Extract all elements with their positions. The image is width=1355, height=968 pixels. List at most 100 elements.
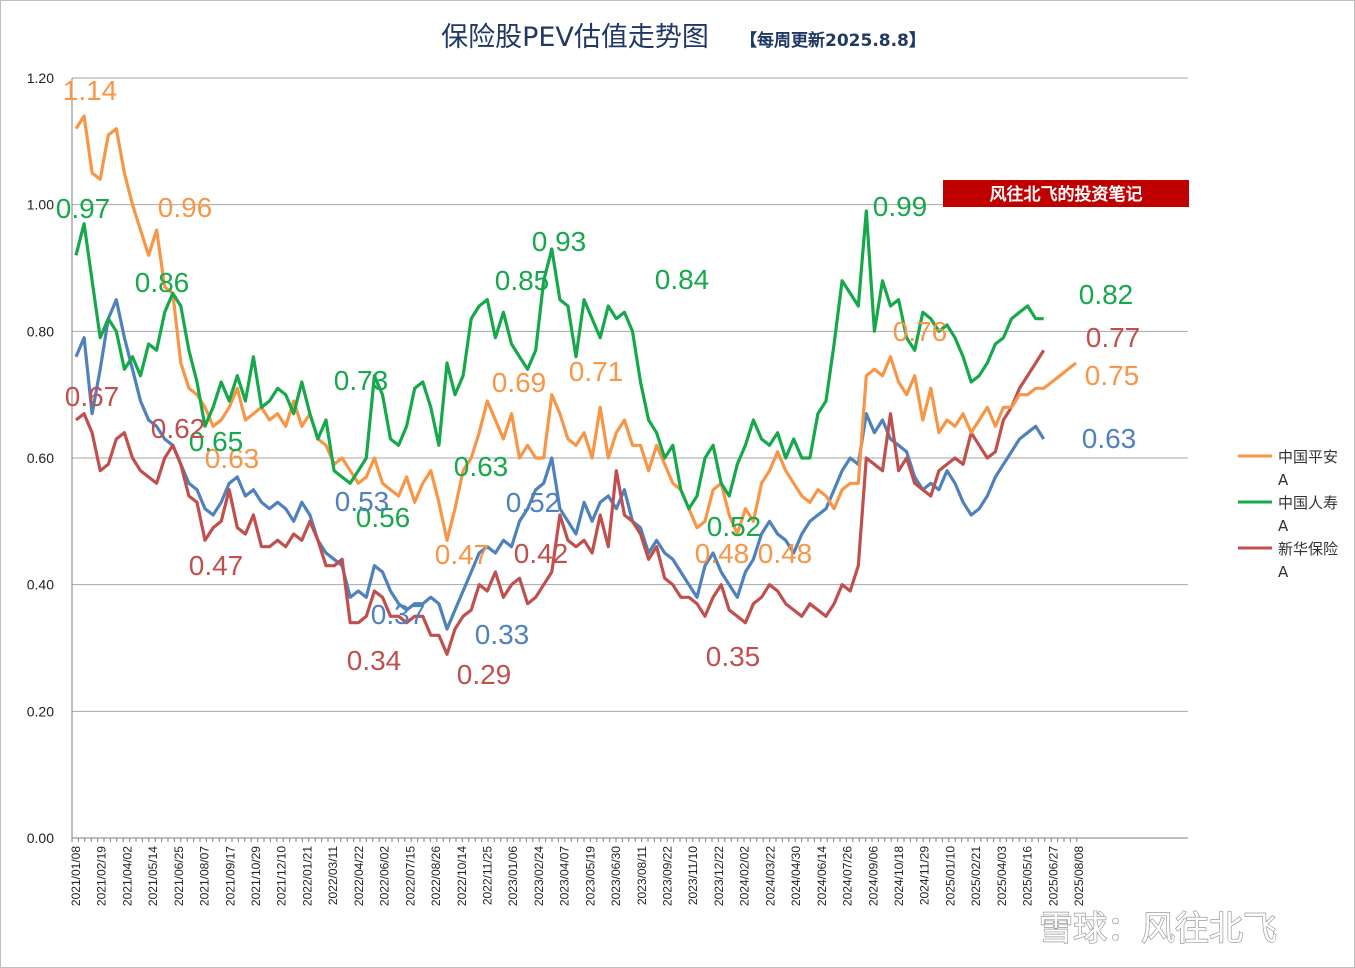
x-tick-label: 2023/06/30 [609, 846, 623, 906]
x-tick-label: 2023/12/22 [712, 846, 726, 906]
x-tick-label: 2022/10/14 [455, 846, 469, 906]
data-label: 0.75 [1085, 360, 1140, 391]
banner-background [943, 180, 1189, 207]
data-label: 0.62 [151, 413, 206, 444]
data-label: 0.29 [457, 659, 512, 690]
x-tick-label: 2023/11/10 [686, 846, 700, 905]
x-tick-label: 2024/11/29 [918, 846, 932, 905]
x-tick-label: 2022/04/22 [352, 846, 366, 906]
legend-label: 中国人寿 [1278, 494, 1338, 512]
x-tick-label: 2021/08/07 [198, 846, 212, 906]
series-line [74, 114, 1077, 542]
data-label: 0.84 [655, 264, 710, 295]
data-label: 0.63 [205, 443, 260, 474]
data-label: 0.77 [1086, 322, 1141, 353]
data-label: 0.67 [65, 381, 120, 412]
data-label: 0.82 [1079, 279, 1134, 310]
data-label: 0.47 [189, 550, 244, 581]
data-label: 0.65 [189, 426, 244, 457]
series-line [74, 209, 1044, 511]
data-label: 0.37 [371, 599, 426, 630]
x-tick-label: 2021/09/17 [223, 846, 237, 906]
series-line [75, 349, 1046, 656]
x-tick-label: 2023/01/06 [506, 846, 520, 906]
y-tick-label: 0.20 [27, 703, 54, 719]
data-label: 0.52 [707, 511, 762, 542]
data-label: 0.69 [492, 367, 547, 398]
x-tick-label: 2022/06/02 [378, 846, 392, 906]
x-tick-label: 2024/07/26 [841, 846, 855, 906]
y-tick-label: 0.80 [27, 323, 54, 339]
x-tick-label: 2021/05/14 [146, 846, 160, 906]
x-tick-label: 2022/11/25 [480, 846, 494, 905]
x-tick-label: 2023/02/24 [532, 846, 546, 906]
x-tick-label: 2024/02/02 [738, 846, 752, 906]
chart-title: 保险股PEV估值走势图 [441, 22, 709, 53]
y-tick-label: 0.40 [27, 577, 54, 593]
x-tick-label: 2024/10/18 [892, 846, 906, 906]
x-tick-label: 2024/03/22 [763, 846, 777, 906]
watermark: 雪球：风往北飞 [1039, 909, 1277, 949]
data-label: 0.35 [706, 641, 761, 672]
x-tick-label: 2023/08/11 [635, 846, 649, 905]
chart-subtitle: 【每周更新2025.8.8】 [740, 30, 926, 51]
data-label: 0.96 [158, 192, 213, 223]
banner: 风往北飞的投资笔记 [943, 180, 1189, 207]
banner-text: 风往北飞的投资笔记 [990, 184, 1143, 205]
x-axis: 2021/01/08 2021/02/19 2021/04/02 2021/05/14… [69, 837, 1188, 906]
x-tick-label: 2022/07/15 [403, 846, 417, 906]
x-tick-label: 2022/01/21 [300, 846, 314, 906]
x-tick-label: 2021/10/29 [249, 846, 263, 906]
x-tick-label: 2023/05/19 [583, 846, 597, 906]
data-label: 0.99 [873, 191, 928, 222]
x-tick-label: 2025/04/03 [995, 846, 1009, 906]
legend-item: 中国人寿 A [1238, 494, 1338, 535]
data-label: 0.53 [335, 486, 390, 517]
legend-label: 新华保险 [1278, 540, 1338, 558]
data-label: 0.86 [135, 267, 190, 298]
x-tick-label: 2021/06/25 [172, 846, 186, 906]
legend-item: 中国平安 A [1238, 448, 1338, 489]
legend-label-suffix: A [1278, 471, 1289, 489]
data-label: 0.97 [56, 193, 111, 224]
data-label: 0.56 [356, 502, 411, 533]
x-tick-label: 2024/06/14 [815, 846, 829, 906]
data-label: 0.47 [435, 539, 490, 570]
x-tick-label: 2023/09/22 [661, 846, 675, 906]
data-label: 1.14 [63, 75, 118, 106]
data-labels: 1.14 0.96 0.63 0.69 0.71 0.47 0.48 0.48 0.76 0.75… [56, 75, 1141, 690]
y-tick-label: 0.60 [27, 450, 54, 466]
legend-label-suffix: A [1278, 517, 1289, 535]
x-tick-label: 2024/09/06 [866, 846, 880, 906]
x-tick-label: 2024/04/30 [789, 846, 803, 906]
legend: 中国平安 A 中国人寿 A 新华保险 A [1238, 448, 1338, 581]
data-label: 0.93 [532, 226, 587, 257]
x-tick-label: 2021/02/19 [95, 846, 109, 906]
x-tick-label: 2022/08/26 [429, 846, 443, 906]
data-label: 0.73 [334, 365, 389, 396]
data-label: 0.85 [495, 265, 550, 296]
x-tick-label: 2022/03/11 [326, 846, 340, 905]
x-tick-label: 2025/02/21 [969, 846, 983, 906]
x-tick-label: 2021/04/02 [120, 846, 134, 906]
data-label: 0.33 [475, 619, 530, 650]
legend-label-suffix: A [1278, 563, 1289, 581]
x-tick-label: 2023/04/07 [558, 846, 572, 906]
data-label: 0.48 [695, 538, 750, 569]
data-label: 0.42 [514, 538, 569, 569]
x-tick-label: 2025/08/08 [1072, 846, 1086, 906]
y-axis: 0.00 0.20 0.40 0.60 0.80 1.00 1.20 [27, 70, 73, 846]
y-tick-label: 1.20 [27, 70, 54, 86]
x-tick-label: 2025/06/27 [1046, 846, 1060, 906]
data-label: 0.76 [893, 316, 948, 347]
legend-item: 新华保险 A [1238, 540, 1338, 581]
x-tick-label: 2025/05/16 [1021, 846, 1035, 906]
data-label: 0.34 [347, 645, 402, 676]
series-lines [74, 114, 1077, 656]
y-tick-label: 1.00 [27, 197, 54, 213]
y-tick-label: 0.00 [27, 830, 54, 846]
data-label: 0.63 [454, 451, 509, 482]
data-label: 0.52 [506, 487, 561, 518]
legend-label: 中国平安 [1278, 448, 1338, 466]
